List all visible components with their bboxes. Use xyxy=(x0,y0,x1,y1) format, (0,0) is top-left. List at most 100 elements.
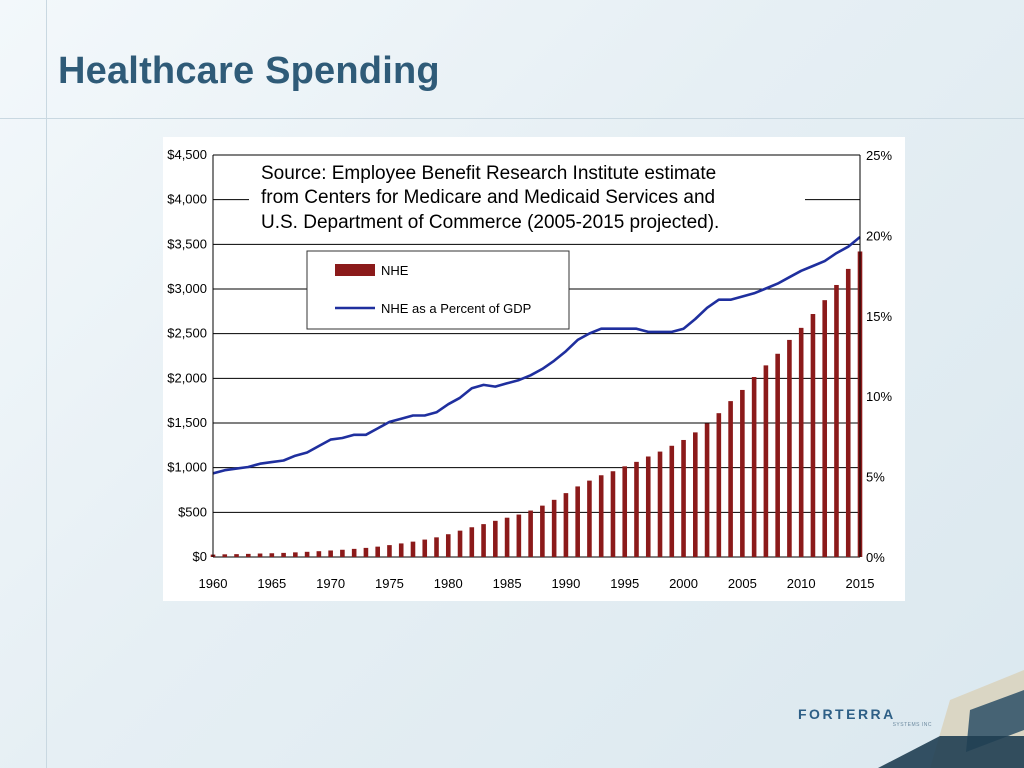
nhe-bar xyxy=(775,353,780,557)
forterra-logo: FORTERRA SYSTEMS INC xyxy=(798,706,938,742)
nhe-bar xyxy=(845,268,851,557)
nhe-bar xyxy=(704,423,710,557)
nhe-bar xyxy=(728,401,733,557)
nhe-bar xyxy=(245,553,251,557)
nhe-bar xyxy=(622,466,628,557)
corner-decoration xyxy=(878,670,1024,768)
nhe-bar xyxy=(222,554,228,557)
nhe-bar xyxy=(822,300,828,557)
decorative-vertical-rule xyxy=(46,0,47,768)
nhe-bar xyxy=(304,551,310,557)
nhe-bar xyxy=(787,339,792,557)
nhe-bar xyxy=(751,376,757,557)
nhe-bar xyxy=(493,520,498,557)
gdp-percent-line xyxy=(212,235,861,475)
logo-subtext: SYSTEMS INC xyxy=(892,722,932,728)
nhe-bar xyxy=(598,475,604,557)
chart-legend: NHE NHE as a Percent of GDP xyxy=(306,250,570,330)
nhe-bar xyxy=(281,552,286,557)
nhe-bar xyxy=(316,551,322,557)
x-tick-label: 1965 xyxy=(257,576,286,591)
source-note-line-2: from Centers for Medicare and Medicaid S… xyxy=(261,187,715,208)
nhe-bar xyxy=(693,432,698,557)
nhe-bar xyxy=(516,514,522,557)
x-tick-label: 2005 xyxy=(728,576,757,591)
y-left-tick-label: $1,500 xyxy=(167,415,207,430)
nhe-bar xyxy=(540,505,545,557)
x-tick-label: 1990 xyxy=(551,576,580,591)
nhe-bar xyxy=(387,545,392,557)
y-left-tick-label: $500 xyxy=(178,504,207,519)
x-tick-label: 1980 xyxy=(434,576,463,591)
x-tick-label: 2000 xyxy=(669,576,698,591)
nhe-bar xyxy=(410,541,416,557)
slide-title: Healthcare Spending xyxy=(58,50,440,92)
legend-label-gdp: NHE as a Percent of GDP xyxy=(381,301,531,316)
nhe-bar xyxy=(716,413,722,557)
nhe-bar xyxy=(422,539,428,557)
source-note-box: Source: Employee Benefit Research Instit… xyxy=(249,157,805,241)
nhe-bar xyxy=(293,552,298,557)
nhe-bar xyxy=(457,530,463,557)
y-right-tick-label: 25% xyxy=(866,148,892,163)
x-tick-label: 2015 xyxy=(846,576,875,591)
nhe-bar xyxy=(810,314,816,557)
nhe-bar xyxy=(798,327,804,557)
legend-label-nhe: NHE xyxy=(381,263,409,278)
nhe-bar xyxy=(363,547,369,557)
nhe-bar xyxy=(528,510,533,557)
decorative-horizontal-rule xyxy=(0,118,1024,119)
y-right-tick-label: 0% xyxy=(866,550,885,565)
y-left-tick-label: $0 xyxy=(193,549,207,564)
nhe-bar xyxy=(681,439,686,557)
nhe-bar xyxy=(504,517,510,557)
y-right-tick-label: 10% xyxy=(866,389,892,404)
nhe-bar xyxy=(469,527,475,557)
y-right-tick-label: 20% xyxy=(866,228,892,243)
nhe-bar xyxy=(269,553,275,557)
x-tick-label: 1970 xyxy=(316,576,345,591)
nhe-bar xyxy=(834,284,839,557)
y-left-tick-label: $2,500 xyxy=(167,326,207,341)
nhe-bar xyxy=(657,451,663,557)
x-tick-label: 1975 xyxy=(375,576,404,591)
healthcare-spending-chart: $0 $500 $1,000 $1,500 $2,000 $2,500 $3,000 $3,5… xyxy=(163,137,905,601)
nhe-bar xyxy=(669,445,675,557)
logo-wordmark: FORTERRA xyxy=(798,706,896,722)
x-tick-label: 1995 xyxy=(610,576,639,591)
nhe-bar xyxy=(563,493,569,557)
nhe-bar xyxy=(634,461,639,557)
nhe-bar xyxy=(340,549,345,557)
nhe-bar xyxy=(610,471,616,557)
y-left-tick-label: $4,000 xyxy=(167,192,207,207)
nhe-bar xyxy=(375,546,380,557)
nhe-bar xyxy=(445,534,451,557)
nhe-bar xyxy=(587,480,592,557)
x-tick-label: 1960 xyxy=(199,576,228,591)
x-tick-label: 2010 xyxy=(787,576,816,591)
nhe-bar xyxy=(481,524,486,557)
nhe-bar xyxy=(575,486,580,557)
nhe-bar xyxy=(398,543,404,557)
y-left-tick-label: $3,000 xyxy=(167,281,207,296)
gdp-percent-series-line xyxy=(212,235,861,475)
y-left-tick-label: $4,500 xyxy=(167,147,207,162)
legend-swatch-nhe xyxy=(335,264,375,276)
x-tick-label: 1985 xyxy=(493,576,522,591)
source-note-line-3: U.S. Department of Commerce (2005-2015 p… xyxy=(261,212,719,233)
y-left-tick-label: $2,000 xyxy=(167,370,207,385)
nhe-bar xyxy=(551,499,557,557)
nhe-bar xyxy=(328,550,333,557)
nhe-bar xyxy=(351,548,357,557)
nhe-bar xyxy=(257,553,263,557)
nhe-bar xyxy=(740,389,745,557)
nhe-bar xyxy=(234,554,239,557)
y-left-tick-label: $3,500 xyxy=(167,236,207,251)
nhe-bar xyxy=(763,365,769,557)
nhe-bar xyxy=(434,537,439,557)
y-right-tick-label: 5% xyxy=(866,470,885,485)
y-left-tick-label: $1,000 xyxy=(167,460,207,475)
source-note-line-1: Source: Employee Benefit Research Instit… xyxy=(261,163,716,184)
nhe-bar xyxy=(645,456,651,557)
axes: $0 $500 $1,000 $1,500 $2,000 $2,500 $3,000 $3,5… xyxy=(167,147,892,591)
